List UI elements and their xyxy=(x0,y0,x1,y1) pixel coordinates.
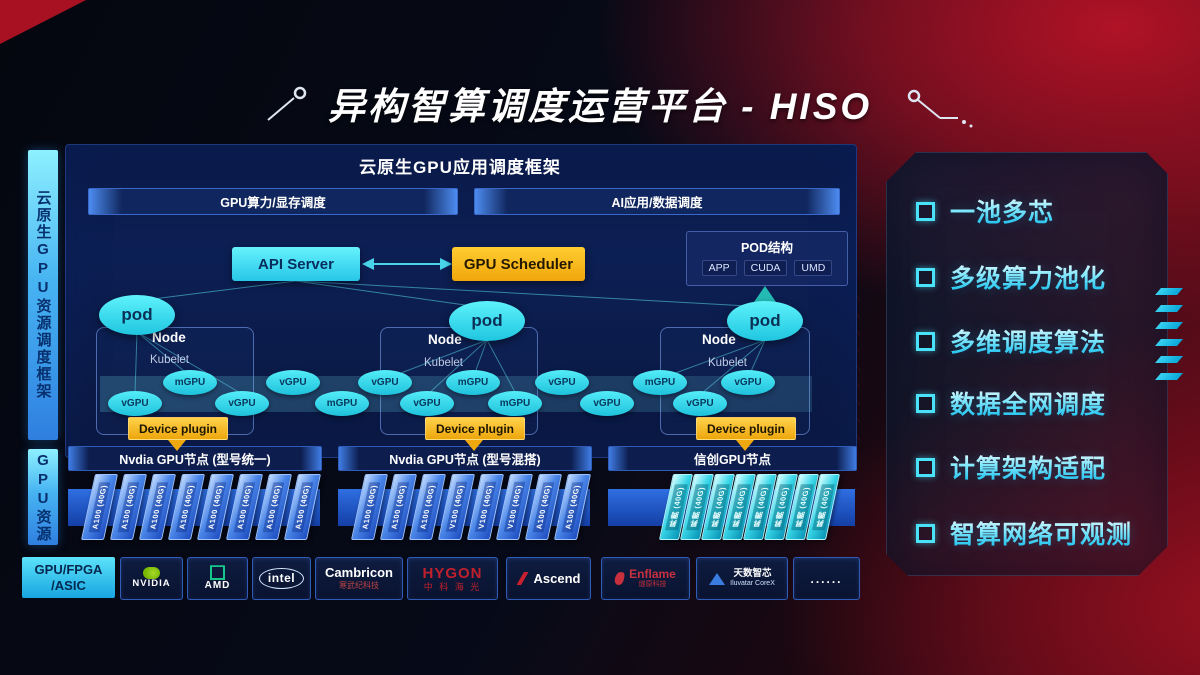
gpu-section-header-1: Nvdia GPU节点 (型号统一) xyxy=(68,446,322,471)
hardware-type-label: GPU/FPGA /ASIC xyxy=(22,557,115,598)
device-plugin-2: Device plugin xyxy=(425,417,525,440)
features-panel xyxy=(886,152,1168,576)
vendor-hygon: HYGON 中 科 海 光 xyxy=(407,557,498,600)
hatch-stripe-icon xyxy=(1155,305,1183,312)
gpu-ellipse-10: vGPU xyxy=(535,370,589,395)
hatch-stripe-icon xyxy=(1155,373,1183,380)
square-bullet-icon xyxy=(916,393,935,413)
gpu-ellipse-7: vGPU xyxy=(400,391,454,416)
feature-item-1: 一池多芯 xyxy=(916,194,1054,228)
circuit-deco-left-icon xyxy=(267,86,307,121)
square-bullet-icon xyxy=(916,523,935,543)
gpu-scheduler-box: GPU Scheduler xyxy=(452,247,585,281)
vendor-enflame: Enflame 燧原科技 xyxy=(601,557,690,600)
pod-ellipse-3: pod xyxy=(727,301,803,341)
device-plugin-3: Device plugin xyxy=(696,417,796,440)
feature-item-6: 智算网络可观测 xyxy=(916,516,1132,550)
vendor-nvidia: NVIDIA xyxy=(120,557,183,600)
ascend-logo-icon xyxy=(516,572,529,585)
vendor-cambricon: Cambricon 寒武纪科技 xyxy=(315,557,403,600)
rail-gpu-resources: GPU资源 xyxy=(28,449,58,545)
square-bullet-icon xyxy=(916,331,935,351)
pod-ellipse-1: pod xyxy=(99,295,175,335)
decor-top-left-red-wedge xyxy=(0,0,86,44)
gpu-ellipse-1: vGPU xyxy=(108,391,162,416)
bar-gpu-compute-scheduling: GPU算力/显存调度 xyxy=(88,188,458,215)
hatch-stripe-icon xyxy=(1155,288,1183,295)
bar-ai-data-scheduling: AI应用/数据调度 xyxy=(474,188,840,215)
feature-label: 智算网络可观测 xyxy=(950,515,1132,551)
api-server-box: API Server xyxy=(232,247,360,281)
gpu-ellipse-5: mGPU xyxy=(315,391,369,416)
hardware-type-line1: GPU/FPGA xyxy=(34,561,103,577)
gpu-ellipse-4: vGPU xyxy=(266,370,320,395)
gpu-ellipse-11: vGPU xyxy=(580,391,634,416)
vendor-more: ...... xyxy=(793,557,860,600)
device-plugin-1: Device plugin xyxy=(128,417,228,440)
square-bullet-icon xyxy=(916,457,935,477)
kubelet-label-2: Kubelet xyxy=(424,357,464,369)
gpu-ellipse-13: vGPU xyxy=(673,391,727,416)
gpu-ellipse-9: mGPU xyxy=(488,391,542,416)
rail-cloud-native-gpu-framework: 云原生GPU资源调度框架 xyxy=(28,150,58,440)
gpu-ellipse-2: mGPU xyxy=(163,370,217,395)
feature-item-5: 计算架构适配 xyxy=(916,450,1106,484)
page-title: 异构智算调度运营平台 - HISO xyxy=(327,86,873,127)
vendor-iluvatar: 天数智芯 Iluvatar CoreX xyxy=(696,557,788,600)
pod-structure-box: POD结构 APP CUDA UMD xyxy=(686,231,848,286)
pod-structure-item-app: APP xyxy=(701,260,737,276)
gpu-ellipse-14: vGPU xyxy=(721,370,775,395)
enflame-logo-icon xyxy=(614,571,626,586)
device-plugin-arrow-3 xyxy=(736,440,754,451)
square-bullet-icon xyxy=(916,267,935,287)
hardware-type-line2: /ASIC xyxy=(51,577,86,593)
iluvatar-logo-icon xyxy=(709,572,726,585)
kubelet-label-1: Kubelet xyxy=(150,354,190,366)
pod-structure-title: POD结构 xyxy=(740,241,794,255)
circuit-deco-right-icon xyxy=(907,89,973,128)
intel-logo-icon: intel xyxy=(258,568,305,589)
square-bullet-icon xyxy=(916,201,935,221)
gpu-ellipse-12: mGPU xyxy=(633,370,687,395)
device-plugin-arrow-2 xyxy=(465,440,483,451)
pod-structure-item-umd: UMD xyxy=(794,260,833,276)
hatch-stripe-icon xyxy=(1155,356,1183,363)
feature-label: 多维调度算法 xyxy=(950,323,1106,359)
framework-header: 云原生GPU应用调度框架 xyxy=(359,158,561,177)
node-label-3: Node xyxy=(702,332,736,347)
hatch-stripe-icon xyxy=(1155,322,1183,329)
feature-label: 计算架构适配 xyxy=(950,449,1106,485)
vendor-ascend: Ascend xyxy=(506,557,591,600)
hatch-stripe-icon xyxy=(1155,339,1183,346)
node-label-1: Node xyxy=(152,330,186,345)
vendor-intel: intel xyxy=(252,557,311,600)
gpu-ellipse-3: vGPU xyxy=(215,391,269,416)
kubelet-label-3: Kubelet xyxy=(708,357,748,369)
feature-item-3: 多维调度算法 xyxy=(916,324,1106,358)
feature-item-4: 数据全网调度 xyxy=(916,386,1106,420)
pod-structure-item-cuda: CUDA xyxy=(743,260,788,276)
amd-logo-icon xyxy=(210,565,225,581)
node-label-2: Node xyxy=(428,332,462,347)
feature-item-2: 多级算力池化 xyxy=(916,260,1106,294)
nvidia-logo-icon xyxy=(142,567,160,580)
vendor-amd: AMD xyxy=(187,557,248,600)
gpu-ellipse-6: vGPU xyxy=(358,370,412,395)
feature-label: 数据全网调度 xyxy=(950,385,1106,421)
feature-label: 多级算力池化 xyxy=(950,259,1106,295)
gpu-ellipse-8: mGPU xyxy=(446,370,500,395)
feature-label: 一池多芯 xyxy=(950,193,1054,229)
pod-ellipse-2: pod xyxy=(449,301,525,341)
gpu-section-header-3: 信创GPU节点 xyxy=(608,446,857,471)
device-plugin-arrow-1 xyxy=(168,440,186,451)
